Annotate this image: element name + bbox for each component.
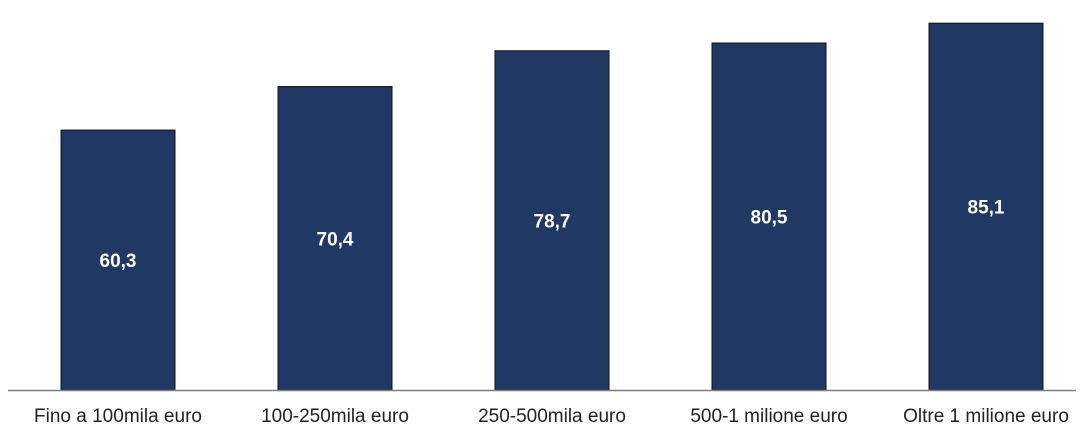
bars-layer [60, 22, 1044, 391]
bar-3 [711, 42, 827, 391]
bar-value-label-1: 70,4 [317, 229, 354, 250]
bar-0 [60, 129, 176, 391]
category-label-4: Oltre 1 milione euro [903, 406, 1069, 427]
bar-value-label-4: 85,1 [968, 198, 1005, 219]
bar-value-label-2: 78,7 [534, 211, 571, 232]
category-label-3: 500-1 milione euro [690, 406, 847, 427]
bar-value-label-0: 60,3 [100, 251, 137, 272]
value-labels-layer: 60,3 70,4 78,7 80,5 85,1 [100, 198, 1005, 272]
bar-value-label-3: 80,5 [751, 208, 788, 229]
category-label-1: 100-250mila euro [261, 406, 409, 427]
category-label-2: 250-500mila euro [478, 406, 626, 427]
category-labels-layer: Fino a 100mila euro 100-250mila euro 250-5… [34, 406, 1069, 427]
bar-1 [277, 86, 393, 391]
bar-2 [494, 50, 610, 391]
bar-4 [928, 22, 1044, 391]
category-label-0: Fino a 100mila euro [34, 406, 202, 427]
